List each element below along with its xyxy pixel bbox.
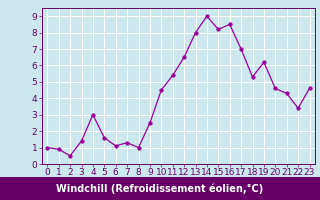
Text: Windchill (Refroidissement éolien,°C): Windchill (Refroidissement éolien,°C): [56, 183, 264, 194]
